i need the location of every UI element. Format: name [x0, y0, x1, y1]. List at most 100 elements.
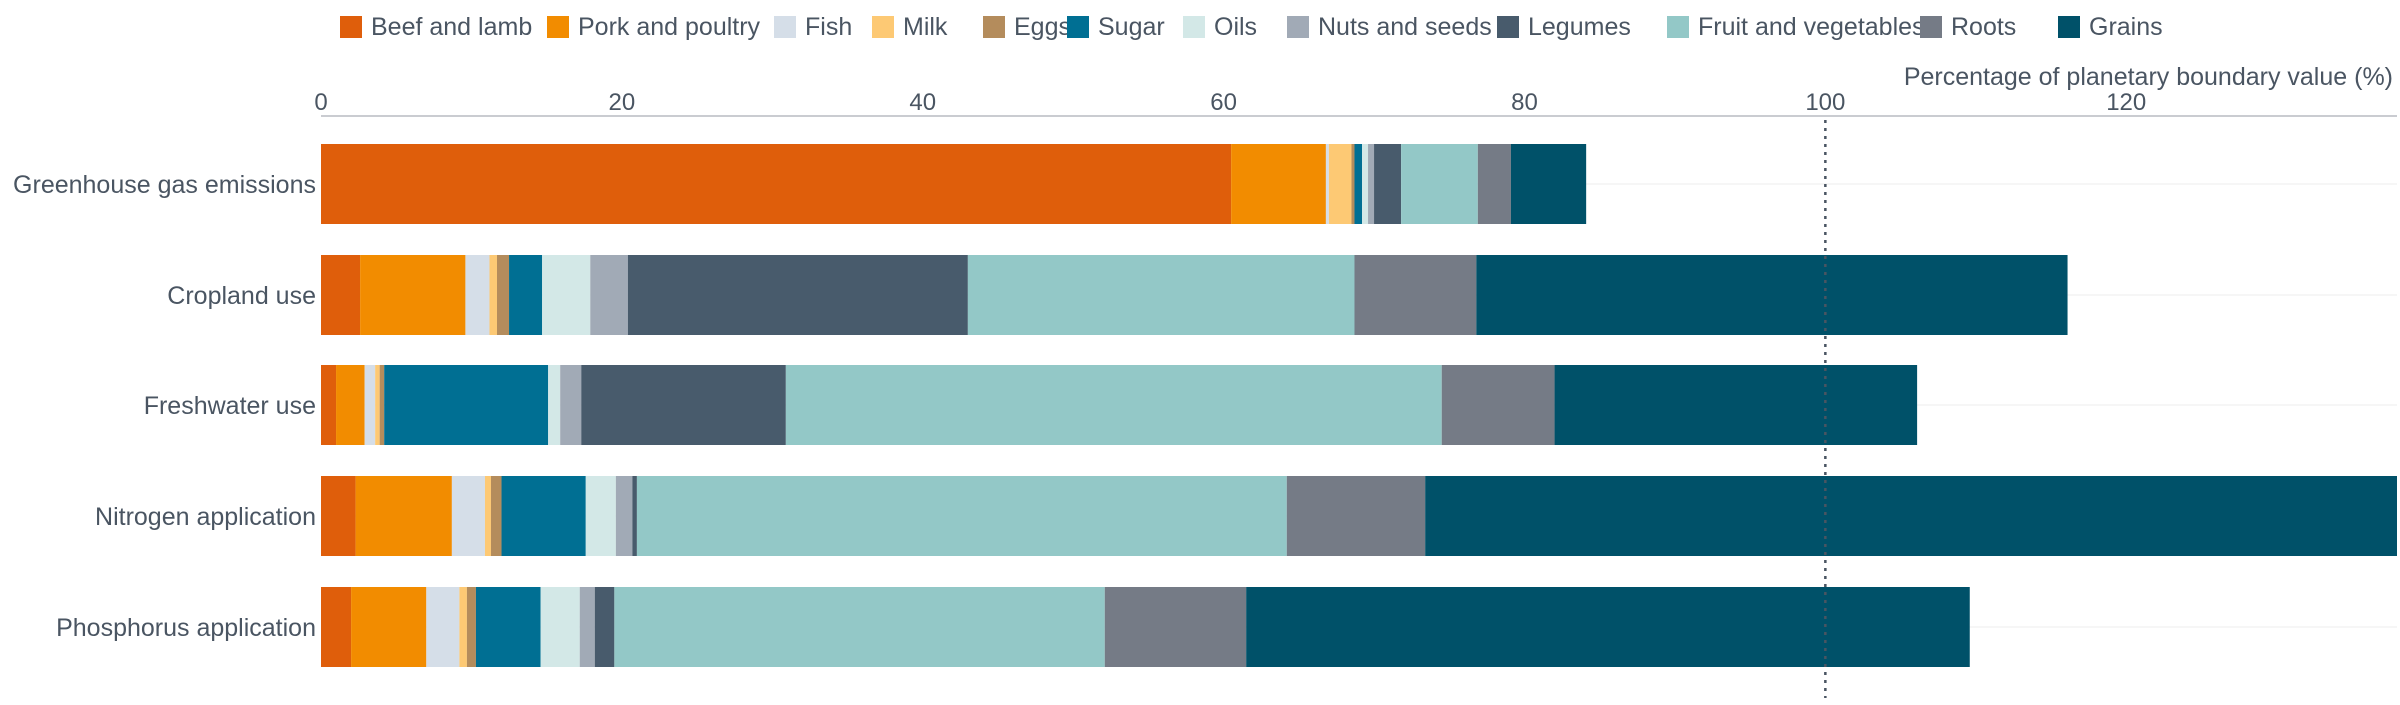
bar-segment[interactable] [1354, 255, 1477, 335]
bar-segment[interactable] [459, 587, 467, 667]
legend-swatch [1183, 16, 1205, 38]
legend-item[interactable]: Legumes [1497, 13, 1631, 41]
bar-segment[interactable] [1425, 476, 2397, 556]
legend-label: Fruit and vegetables [1698, 13, 1925, 41]
bar-segment[interactable] [967, 255, 1355, 335]
bar-segment[interactable] [1286, 476, 1426, 556]
bar-segment[interactable] [1231, 144, 1326, 224]
x-tick-label: 80 [1511, 89, 1538, 116]
bar-row [321, 587, 1970, 667]
bar-segment[interactable] [321, 255, 361, 335]
legend-item[interactable]: Grains [2058, 13, 2163, 41]
legend-label: Milk [903, 13, 948, 41]
bar-segment[interactable] [1401, 144, 1478, 224]
legend-item[interactable]: Sugar [1067, 13, 1165, 41]
bar-segment[interactable] [632, 476, 637, 556]
bar-segment[interactable] [615, 476, 633, 556]
legend-label: Beef and lamb [371, 13, 532, 41]
bar-segment[interactable] [590, 255, 628, 335]
bar-segment[interactable] [1554, 365, 1918, 445]
bar-segment[interactable] [384, 365, 549, 445]
bar-segment[interactable] [426, 587, 460, 667]
bar-segment[interactable] [1362, 144, 1369, 224]
bar-segment[interactable] [509, 255, 543, 335]
bar-segment[interactable] [497, 255, 510, 335]
legend-label: Legumes [1528, 13, 1631, 41]
legend-swatch [774, 16, 796, 38]
bars [321, 144, 2397, 667]
x-tick-label: 0 [314, 89, 327, 116]
bar-segment[interactable] [475, 587, 541, 667]
bar-segment[interactable] [351, 587, 427, 667]
bar-segment[interactable] [336, 365, 365, 445]
legend-item[interactable]: Oils [1183, 13, 1257, 41]
bar-segment[interactable] [585, 476, 616, 556]
bar-segment[interactable] [1476, 255, 2068, 335]
bar-segment[interactable] [465, 255, 490, 335]
bar-segment[interactable] [375, 365, 380, 445]
bar-segment[interactable] [321, 587, 352, 667]
bar-segment[interactable] [1441, 365, 1555, 445]
bar-segment[interactable] [560, 365, 582, 445]
bar-segment[interactable] [1374, 144, 1402, 224]
bar-segment[interactable] [594, 587, 615, 667]
legend-item[interactable]: Roots [1920, 13, 2016, 41]
bar-segment[interactable] [490, 476, 502, 556]
bar-segment[interactable] [542, 255, 591, 335]
category-label: Greenhouse gas emissions [13, 171, 316, 199]
bar-segment[interactable] [540, 587, 580, 667]
legend-swatch [1067, 16, 1089, 38]
bar-segment[interactable] [489, 255, 498, 335]
bar-segment[interactable] [321, 365, 337, 445]
bar-segment[interactable] [548, 365, 561, 445]
bar-segment[interactable] [484, 476, 491, 556]
bar-segment[interactable] [1354, 144, 1363, 224]
legend-swatch [1667, 16, 1689, 38]
bar-segment[interactable] [1104, 587, 1247, 667]
bar-segment[interactable] [355, 476, 452, 556]
bar-segment[interactable] [1351, 144, 1355, 224]
legend-item[interactable]: Fruit and vegetables [1667, 13, 1925, 41]
legend: Beef and lamb Pork and poultry Fish Milk Egg… [340, 13, 2163, 41]
legend-swatch [2058, 16, 2080, 38]
legend-item[interactable]: Pork and poultry [547, 13, 761, 41]
legend-swatch [1287, 16, 1309, 38]
x-tick-label: 60 [1210, 89, 1237, 116]
bar-segment[interactable] [321, 144, 1232, 224]
legend-item[interactable]: Milk [872, 13, 948, 41]
x-tick-label: 40 [909, 89, 936, 116]
bar-segment[interactable] [1328, 144, 1352, 224]
legend-item[interactable]: Nuts and seeds [1287, 13, 1492, 41]
bar-segment[interactable] [614, 587, 1105, 667]
legend-swatch [547, 16, 569, 38]
legend-swatch [340, 16, 362, 38]
legend-item[interactable]: Eggs [983, 13, 1071, 41]
legend-swatch [1920, 16, 1942, 38]
bar-segment[interactable] [636, 476, 1287, 556]
bar-segment[interactable] [466, 587, 476, 667]
bar-segment[interactable] [1477, 144, 1511, 224]
bar-segment[interactable] [321, 476, 356, 556]
bar-segment[interactable] [451, 476, 485, 556]
bar-segment[interactable] [360, 255, 466, 335]
bar-segment[interactable] [785, 365, 1442, 445]
bar-segment[interactable] [364, 365, 376, 445]
legend-item[interactable]: Fish [774, 13, 852, 41]
bar-segment[interactable] [1246, 587, 1970, 667]
bar-segment[interactable] [1510, 144, 1587, 224]
bar-segment[interactable] [1368, 144, 1375, 224]
x-tick-label: 100 [1805, 89, 1845, 116]
category-label: Cropland use [167, 282, 316, 310]
legend-label: Roots [1951, 13, 2016, 41]
bar-segment[interactable] [379, 365, 385, 445]
bar-segment[interactable] [501, 476, 586, 556]
x-tick-label: 120 [2106, 89, 2146, 116]
legend-item[interactable]: Beef and lamb [340, 13, 532, 41]
bar-row [321, 144, 1587, 224]
bar-segment[interactable] [627, 255, 968, 335]
bar-segment[interactable] [579, 587, 595, 667]
bar-segment[interactable] [581, 365, 786, 445]
bar-segment[interactable] [1325, 144, 1329, 224]
